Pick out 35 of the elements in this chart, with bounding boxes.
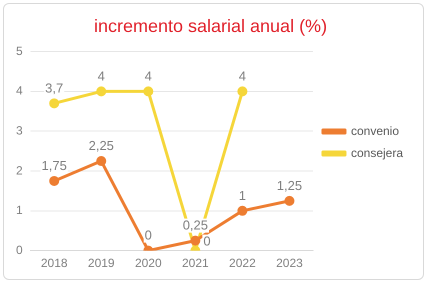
legend-label: convenio	[350, 124, 400, 138]
point	[237, 86, 248, 96]
y-tick-label: 0	[16, 242, 23, 257]
point	[96, 156, 106, 166]
x-tick-label: 2023	[276, 256, 304, 270]
x-tick-label: 2021	[182, 256, 210, 270]
data-label: 0	[144, 228, 152, 243]
point	[96, 86, 106, 96]
x-tick-label: 2018	[40, 256, 68, 270]
data-label: 4	[238, 68, 246, 84]
data-label: 1	[238, 188, 246, 203]
data-label: 1,75	[42, 158, 67, 174]
data-label: 4	[98, 68, 105, 84]
point	[284, 196, 294, 206]
y-tick-label: 3	[16, 124, 23, 138]
data-label: 0	[203, 234, 211, 249]
x-tick-label: 2019	[88, 256, 115, 270]
legend-label: consejera	[350, 146, 404, 160]
x-tick-label: 2020	[134, 256, 162, 270]
point	[190, 236, 200, 246]
chart-title: incremento salarial anual (%)	[94, 16, 328, 36]
y-tick-label: 4	[16, 84, 23, 98]
point	[237, 206, 248, 216]
point	[49, 176, 60, 186]
y-tick-label: 1	[16, 203, 23, 218]
point	[143, 86, 154, 96]
y-tick-label: 2	[16, 163, 23, 178]
data-label: 3,7	[45, 80, 64, 96]
x-tick-label: 2022	[229, 256, 256, 270]
data-label: 2,25	[88, 138, 114, 154]
data-label: 1,25	[276, 178, 302, 193]
data-label: 0,25	[182, 218, 208, 233]
data-label: 4	[144, 68, 152, 84]
y-tick-label: 5	[16, 44, 23, 58]
point	[49, 98, 60, 108]
